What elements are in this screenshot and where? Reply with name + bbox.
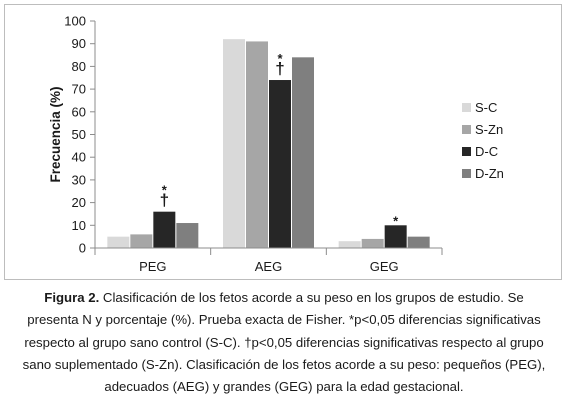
legend-label-s-zn: S-Zn [475, 122, 503, 137]
y-tick-label: 30 [72, 172, 86, 187]
legend-label-s-c: S-C [475, 100, 497, 115]
bar-peg-s-c [107, 236, 130, 248]
caption-label: Figura 2. [44, 290, 100, 305]
y-tick-label: 10 [72, 218, 86, 233]
bar-peg-d-c [153, 211, 176, 248]
significance-dagger: † [275, 59, 284, 78]
bar-peg-s-zn [130, 234, 153, 248]
figure-caption: Figura 2. Clasificación de los fetos aco… [18, 287, 550, 398]
bar-peg-d-zn [176, 223, 199, 248]
x-tick-label: GEG [370, 259, 399, 274]
bar-geg-d-c [384, 225, 407, 248]
bar-geg-d-zn [407, 236, 430, 248]
significance-dagger: † [160, 191, 169, 210]
bar-geg-s-zn [361, 238, 384, 248]
legend-swatch-d-c [462, 147, 471, 156]
y-tick-label: 90 [72, 36, 86, 51]
y-tick-label: 60 [72, 104, 86, 119]
legend-label-d-c: D-C [475, 144, 498, 159]
y-tick-label: 100 [64, 14, 86, 29]
y-tick-label: 20 [72, 195, 86, 210]
y-tick-label: 70 [72, 82, 86, 97]
legend-label-d-zn: D-Zn [475, 166, 504, 181]
significance-star: * [277, 51, 283, 66]
y-tick-label: 80 [72, 59, 86, 74]
x-tick-label: PEG [139, 259, 166, 274]
significance-star: * [162, 183, 168, 198]
legend-swatch-s-c [462, 103, 471, 112]
bar-geg-s-c [338, 241, 361, 248]
bar-chart: 0 10 20 30 40 50 60 70 80 90 100 Frecuencia (%) PEG A… [48, 14, 504, 275]
caption-text: Clasificación de los fetos acorde a su p… [22, 290, 546, 395]
y-tick-label: 40 [72, 150, 86, 165]
y-tick-label: 50 [72, 127, 86, 142]
bar-aeg-s-zn [246, 41, 268, 249]
significance-star: * [393, 213, 399, 228]
bar-aeg-s-c [223, 39, 245, 248]
legend-swatch-s-zn [462, 125, 471, 134]
bar-aeg-d-zn [292, 57, 314, 248]
y-axis-title: Frecuencia (%) [48, 86, 63, 182]
bar-aeg-d-c [269, 80, 291, 249]
x-tick-label: AEG [255, 259, 282, 274]
legend-swatch-d-zn [462, 169, 471, 178]
y-tick-label: 0 [79, 241, 86, 256]
